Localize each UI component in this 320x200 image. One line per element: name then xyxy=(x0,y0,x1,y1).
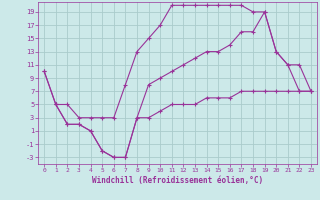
X-axis label: Windchill (Refroidissement éolien,°C): Windchill (Refroidissement éolien,°C) xyxy=(92,176,263,185)
